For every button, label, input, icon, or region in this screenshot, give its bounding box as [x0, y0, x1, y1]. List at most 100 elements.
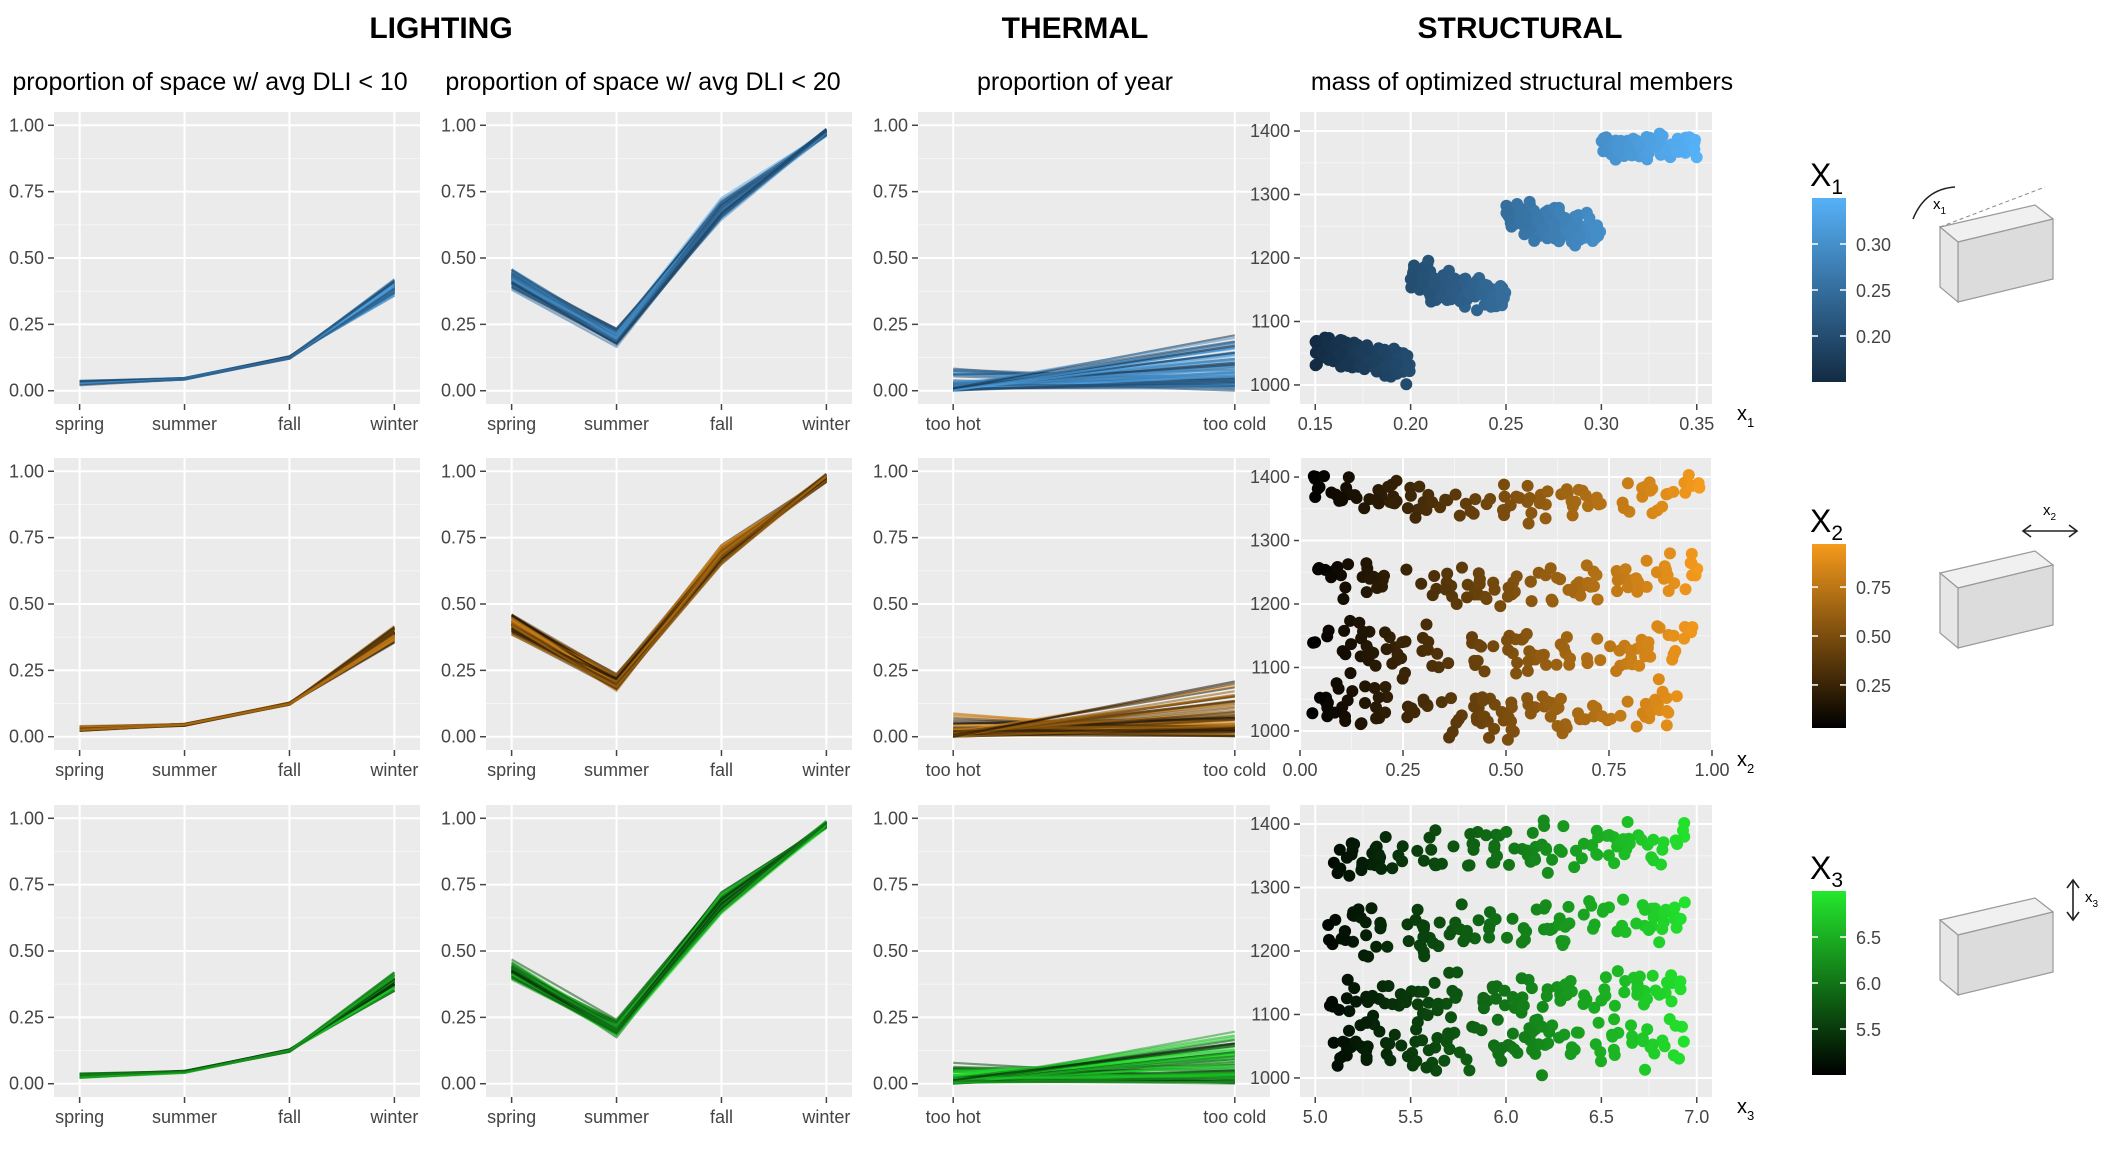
- scatter-point: [1671, 145, 1684, 158]
- header-thermal: THERMAL: [1002, 12, 1149, 45]
- scatter-point: [1382, 480, 1395, 493]
- scatter-point: [1656, 923, 1669, 935]
- scatter-point: [1538, 820, 1551, 832]
- y-tick-label: 0.50: [9, 941, 44, 961]
- scatter-point: [1622, 142, 1635, 155]
- scatter-point: [1483, 731, 1495, 744]
- scatter-point: [1464, 287, 1477, 300]
- scatter-point: [1613, 644, 1626, 657]
- scatter-point: [1445, 692, 1457, 705]
- scatter-point: [1521, 479, 1534, 492]
- scatter-point: [1443, 928, 1456, 941]
- axis-variable-subscript: 1: [1747, 415, 1754, 430]
- colorbar-tick-label: 5.5: [1856, 1020, 1881, 1040]
- x-tick-label: winter: [369, 760, 418, 780]
- scatter-point: [1336, 645, 1349, 658]
- scatter-point: [1438, 1054, 1451, 1067]
- scatter-point: [1400, 378, 1413, 391]
- scatter-point: [1340, 851, 1353, 864]
- y-tick-label: 1200: [1250, 941, 1290, 961]
- scatter-point: [1477, 1002, 1490, 1015]
- scatter-point: [1642, 924, 1655, 936]
- scatter-point: [1463, 1064, 1476, 1077]
- scatter-point: [1380, 643, 1393, 656]
- scatter-point: [1651, 620, 1664, 633]
- scatter-point: [1446, 273, 1459, 286]
- series-line: [952, 680, 1236, 738]
- scatter-point: [1611, 574, 1624, 587]
- scatter-point: [1588, 580, 1600, 593]
- scatter-points: [1309, 127, 1703, 391]
- y-tick-label: 0.25: [873, 660, 908, 680]
- scatter-point: [1413, 480, 1426, 493]
- scatter-point: [1428, 976, 1441, 989]
- scatter-point: [1578, 989, 1591, 1002]
- dimension-label: x1: [1933, 196, 1947, 217]
- scatter-point: [1678, 896, 1691, 909]
- scatter-point: [1360, 1016, 1373, 1029]
- y-tick-label: 0.50: [441, 941, 476, 961]
- scatter-point: [1429, 824, 1442, 837]
- scatter-point: [1461, 578, 1474, 591]
- scatter-point: [1582, 500, 1594, 513]
- dimension-variable: x: [1933, 196, 1941, 213]
- scatter-point: [1379, 681, 1392, 693]
- y-tick-label: 1.00: [441, 115, 476, 135]
- scatter-point: [1664, 547, 1676, 560]
- scatter-point: [1599, 971, 1612, 984]
- y-tick-label: 1.00: [9, 808, 44, 828]
- scatter-point: [1469, 493, 1482, 506]
- scatter-point: [1441, 294, 1454, 306]
- dimension-label: x3: [2085, 889, 2099, 910]
- y-tick-label: 0.75: [441, 875, 476, 895]
- scatter-point: [1433, 916, 1446, 929]
- scatter-point: [1502, 711, 1515, 724]
- scatter-point: [1348, 838, 1361, 851]
- scatter-point: [1678, 632, 1691, 645]
- y-tick-label: 0.00: [873, 1074, 908, 1094]
- scatter-point: [1408, 275, 1420, 288]
- scatter-point: [1614, 709, 1627, 722]
- scatter-point: [1322, 353, 1335, 366]
- scatter-point: [1461, 591, 1473, 604]
- scatter-point: [1344, 667, 1357, 680]
- scatter-point: [1502, 643, 1515, 656]
- x-tick-label: fall: [710, 760, 733, 780]
- scatter-point: [1508, 842, 1521, 855]
- x-tick-label: summer: [152, 414, 217, 434]
- scatter-point: [1337, 593, 1350, 605]
- x-tick-label: 0.50: [1488, 760, 1523, 780]
- scatter-point: [1506, 1027, 1519, 1040]
- scatter-point: [1395, 1039, 1408, 1052]
- scatter-point: [1432, 997, 1445, 1010]
- y-tick-label: 1.00: [441, 461, 476, 481]
- scatter-point: [1363, 572, 1376, 585]
- scatter-point: [1674, 912, 1687, 925]
- scatter-point: [1554, 638, 1567, 651]
- scatter-point: [1523, 492, 1536, 504]
- scatter-point: [1359, 697, 1371, 709]
- scatter-point: [1505, 723, 1518, 736]
- series-lines: [79, 278, 396, 387]
- scatter-point: [1343, 355, 1356, 368]
- scatter-point: [1657, 836, 1670, 849]
- x-tick-label: summer: [152, 1107, 217, 1127]
- x-tick-label: winter: [369, 1107, 418, 1127]
- scatter-point: [1416, 1034, 1429, 1047]
- panel-thermal-row3: 0.00 0.25 0.50 0.75 1.00 too hot too cold: [873, 805, 1270, 1127]
- scatter-point: [1638, 903, 1651, 916]
- scatter-point: [1562, 900, 1575, 913]
- y-tick-label: 0.00: [441, 727, 476, 747]
- scatter-point: [1446, 984, 1459, 997]
- scatter-point: [1503, 858, 1515, 871]
- x-tick-label: 0.00: [1282, 760, 1317, 780]
- scatter-point: [1405, 702, 1418, 715]
- scatter-point: [1596, 905, 1609, 918]
- scatter-point: [1591, 632, 1604, 645]
- x-tick-label: 5.0: [1303, 1107, 1328, 1127]
- scatter-point: [1345, 638, 1357, 651]
- colorbar-variable-subscript: 1: [1831, 176, 1843, 199]
- scatter-point: [1450, 716, 1463, 729]
- scatter-point: [1360, 557, 1373, 570]
- scatter-point: [1535, 649, 1548, 662]
